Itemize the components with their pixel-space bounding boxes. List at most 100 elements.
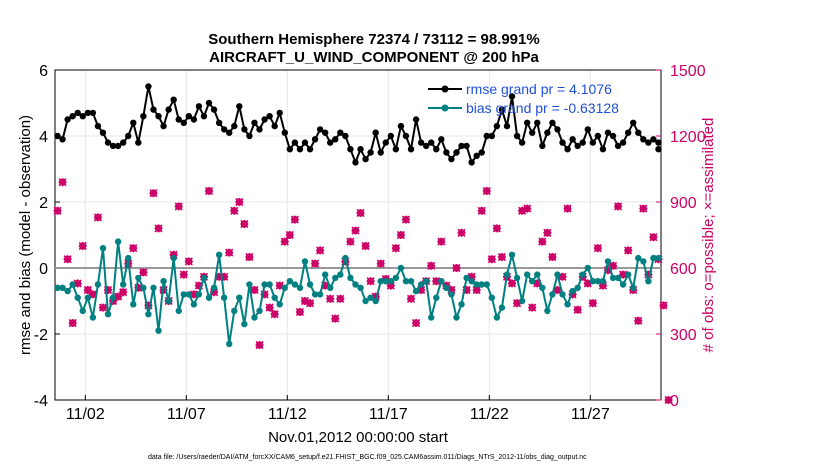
bias-point — [362, 297, 369, 305]
rmse-point — [130, 119, 137, 127]
rmse-point — [422, 142, 430, 150]
rmse-point — [54, 132, 61, 140]
left-axis: -4 -2 0 2 4 6 — [34, 63, 60, 410]
legend-bias-label: bias grand pr = -0.63128 — [466, 100, 619, 116]
bias-point — [559, 291, 566, 298]
y-left-tick-label: 4 — [39, 129, 48, 146]
bias-point — [453, 314, 460, 321]
rmse-point — [69, 113, 76, 120]
rmse-point — [554, 126, 561, 133]
obs-assimilated-point — [644, 270, 653, 279]
rmse-point — [256, 126, 263, 133]
bias-point — [89, 314, 97, 321]
obs-assimilated-point — [53, 206, 62, 215]
rmse-point — [291, 139, 299, 146]
obs-assimilated-point — [624, 246, 633, 255]
bias-point — [145, 311, 152, 318]
obs-assimilated-point — [477, 206, 486, 215]
bias-point — [619, 281, 627, 288]
rmse-point — [135, 139, 142, 146]
obs-assimilated-point — [533, 279, 542, 288]
bias-point — [604, 258, 612, 265]
obs-assimilated-point — [255, 340, 264, 350]
bias-point — [458, 301, 465, 308]
obs-assimilated-point — [598, 281, 607, 290]
rmse-point — [630, 119, 637, 127]
rmse-point — [635, 129, 642, 136]
bias-point — [443, 284, 450, 291]
bias-point — [140, 284, 147, 291]
obs-assimilated-point — [659, 301, 668, 310]
rmse-point — [529, 129, 536, 136]
obs-assimilated-point — [462, 285, 471, 295]
bias-point — [630, 284, 637, 291]
x-tick-label: 11/17 — [369, 406, 408, 423]
bias-point — [488, 294, 496, 301]
obs-assimilated-point — [290, 215, 299, 224]
obs-assimilated-point — [311, 259, 320, 268]
rmse-point — [609, 132, 617, 140]
obs-assimilated-point — [225, 248, 234, 257]
bias-point — [412, 287, 420, 295]
rmse-point — [433, 146, 440, 153]
rmse-point — [599, 146, 607, 153]
obs-assimilated-point — [523, 204, 532, 213]
obs-assimilated-point — [129, 244, 138, 253]
obs-assimilated-point — [154, 224, 163, 233]
rmse-point — [655, 139, 662, 146]
obs-assimilated-point — [614, 202, 623, 211]
bias-point — [271, 294, 278, 301]
y-right-tick-label: 0 — [670, 393, 679, 410]
bias-point — [316, 291, 324, 298]
right-axis: 0 300 600 900 1200 1500 — [656, 63, 706, 410]
obs-assimilated-point — [386, 281, 395, 290]
bias-point — [276, 301, 283, 308]
obs-assimilated-point — [98, 303, 108, 312]
rmse-point — [306, 146, 314, 153]
bias-point — [539, 284, 546, 291]
bias-point — [382, 278, 389, 285]
bias-point — [599, 278, 607, 285]
bias-point — [584, 264, 591, 272]
y-left-tick-label: 2 — [39, 195, 48, 212]
bias-point — [251, 314, 258, 321]
bias-point — [130, 301, 137, 308]
obs-assimilated-point — [513, 299, 522, 308]
rmse-point — [165, 106, 172, 113]
bias-point — [220, 294, 228, 301]
obs-assimilated-point — [376, 259, 385, 268]
x-axis-label: Nov.01,2012 00:00:00 start — [268, 429, 449, 446]
obs-assimilated-point — [285, 230, 294, 240]
rmse-point — [311, 136, 319, 143]
rmse-point — [645, 139, 652, 146]
bias-point — [614, 274, 622, 282]
bias-point — [125, 254, 132, 262]
bias-point — [402, 278, 410, 285]
obs-assimilated-point — [280, 237, 289, 246]
bias-point — [337, 271, 344, 278]
obs-assimilated-point — [149, 189, 158, 198]
bias-point — [185, 291, 193, 298]
rmse-point — [372, 129, 379, 136]
bias-point — [286, 278, 294, 285]
legend-rmse-label: rmse grand pr = 4.1076 — [466, 81, 612, 97]
bias-point — [155, 327, 162, 334]
obs-assimilated-point — [58, 178, 67, 187]
rmse-point — [362, 155, 369, 163]
rmse-point — [215, 119, 223, 127]
rmse-point — [261, 116, 268, 123]
bias-point — [655, 254, 662, 262]
bias-point — [387, 278, 395, 285]
bias-point — [236, 294, 243, 301]
rmse-point — [523, 119, 531, 127]
obs-assimilated-point — [543, 228, 552, 237]
rmse-point — [316, 126, 324, 133]
rmse-point — [266, 113, 273, 120]
rmse-point — [468, 159, 475, 166]
obs-assimilated-point — [603, 266, 613, 275]
x-tick-label: 11/27 — [571, 406, 610, 423]
bias-point — [215, 251, 223, 258]
rmse-point — [155, 113, 162, 120]
rmse-point — [448, 155, 455, 163]
obs-assimilated-point — [583, 279, 592, 288]
